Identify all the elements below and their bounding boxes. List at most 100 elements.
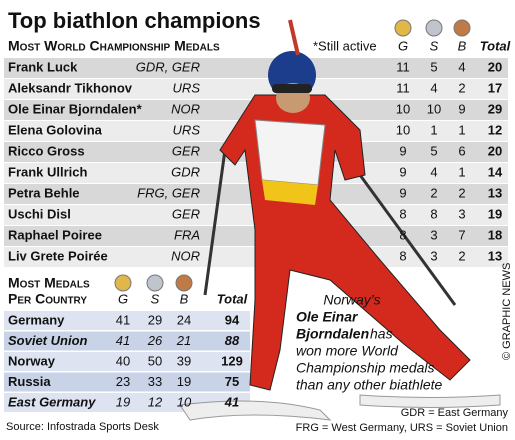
medal-count: 26 (147, 333, 163, 348)
country-name: Soviet Union (8, 333, 88, 348)
caption: won more World (296, 343, 399, 359)
medal-count: 17 (488, 80, 502, 95)
medal-count: 41 (116, 312, 130, 327)
medal-count: 4 (430, 80, 437, 95)
country-name: East Germany (8, 394, 96, 409)
athlete-name: Frank Luck (8, 59, 78, 74)
medal-count: 1 (430, 122, 437, 137)
countries-heading: Per Country (8, 291, 87, 307)
medal-count: 9 (399, 185, 406, 200)
legend: GDR = East Germany (401, 407, 509, 419)
medal-count: 8 (399, 248, 406, 263)
medal-count: 41 (116, 333, 130, 348)
medal-count: 3 (430, 248, 437, 263)
texts: Top biathlon champions Most World Champi… (6, 8, 513, 434)
athlete-name: Liv Grete Poirée (8, 248, 108, 263)
country-name: Russia (8, 374, 51, 389)
athlete-name: Frank Ullrich (8, 164, 88, 179)
medal-count: 1 (458, 164, 465, 179)
medal-count: 10 (396, 101, 410, 116)
medal-count: 3 (458, 206, 465, 221)
medal-count: 9 (399, 143, 406, 158)
athletes-heading: Most World Championship Medals (8, 38, 220, 54)
medal-icon (146, 274, 164, 292)
medal-count: 2 (458, 248, 465, 263)
medal-count: 8 (430, 206, 437, 221)
medal-count: 3 (430, 227, 437, 242)
athlete-country: GDR (171, 164, 200, 179)
medal-count: 9 (458, 101, 465, 116)
medal-count: 50 (148, 353, 162, 368)
medal-count: 8 (399, 227, 406, 242)
column-header: G (398, 38, 408, 53)
medal-count: 40 (116, 353, 130, 368)
medal-count: 23 (116, 374, 130, 389)
row-background (4, 352, 250, 371)
medal-count: 13 (488, 248, 502, 263)
athlete-country: NOR (171, 248, 200, 263)
medal-count: 7 (458, 227, 465, 242)
caption: Ole Einar (296, 309, 359, 325)
medal-count: 94 (225, 312, 240, 327)
medal-count: 20 (488, 143, 502, 158)
column-header: B (458, 38, 467, 53)
medal-count: 75 (225, 374, 239, 389)
row-background (4, 331, 250, 351)
medal-count: 19 (488, 206, 502, 221)
athlete-name: Aleksandr Tikhonov (8, 80, 133, 95)
athlete-country: FRG, GER (137, 185, 200, 200)
note: *Still active (313, 38, 377, 53)
medal-count: 13 (488, 185, 502, 200)
medal-count: 4 (458, 59, 465, 74)
medal-count: 2 (458, 80, 465, 95)
medal-icon (453, 19, 471, 37)
caption: Norway’s (323, 292, 380, 308)
source: Source: Infostrada Sports Desk (6, 421, 159, 433)
medal-count: 2 (430, 185, 437, 200)
column-header: G (118, 291, 128, 306)
medal-count: 33 (148, 374, 162, 389)
title: Top biathlon champions (8, 8, 261, 33)
medal-icon (114, 274, 132, 292)
athlete-country: FRA (174, 227, 200, 242)
athlete-name: Elena Golovina (8, 122, 103, 137)
medal-count: 19 (116, 394, 130, 409)
medal-count: 1 (458, 122, 465, 137)
medal-count: 11 (396, 59, 410, 74)
medal-count: 29 (488, 101, 502, 116)
medal-count: 41 (224, 394, 239, 409)
column-header: Total (480, 38, 511, 53)
medal-count: 4 (430, 164, 437, 179)
medal-count: 6 (458, 143, 465, 158)
caption: has (370, 326, 393, 342)
medal-count: 8 (399, 206, 406, 221)
medal-count: 2 (458, 185, 465, 200)
column-header: B (180, 291, 189, 306)
column-header: Total (217, 291, 248, 306)
row-background (4, 79, 508, 99)
medal-count: 19 (177, 374, 191, 389)
row-background (4, 311, 250, 330)
medal-count: 12 (148, 394, 163, 409)
medal-count: 5 (430, 143, 437, 158)
medal-count: 10 (396, 122, 410, 137)
medal-count: 129 (221, 353, 243, 368)
athlete-country: NOR (171, 101, 200, 116)
medal-count: 10 (427, 101, 441, 116)
medal-count: 10 (177, 394, 192, 409)
athlete-name: Ole Einar Bjorndalen* (8, 101, 143, 116)
medal-count: 12 (488, 122, 502, 137)
medal-count: 18 (488, 227, 502, 242)
athlete-name: Petra Behle (8, 185, 80, 200)
medal-count: 24 (177, 312, 191, 327)
medal-count: 9 (399, 164, 406, 179)
column-header: S (151, 291, 160, 306)
credit: © GRAPHIC NEWS (501, 263, 513, 360)
medal-count: 39 (177, 353, 191, 368)
medal-count: 14 (488, 164, 503, 179)
medal-count: 5 (430, 59, 437, 74)
medal-icon (394, 19, 412, 37)
athlete-name: Raphael Poiree (8, 227, 102, 242)
caption: Championship medals (296, 360, 435, 376)
